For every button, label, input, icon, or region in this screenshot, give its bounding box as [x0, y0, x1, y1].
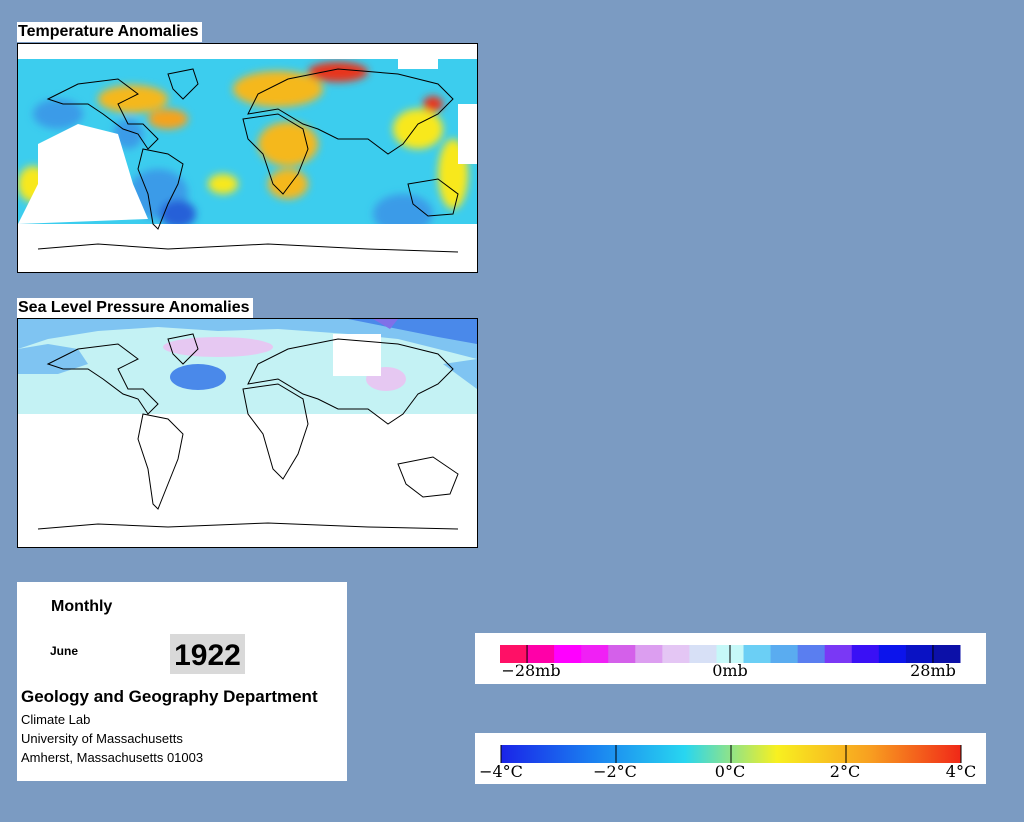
- pressure-colorbar-step: [608, 645, 636, 663]
- pressure-colorbar-step: [851, 645, 880, 663]
- coastline-eurasia: [247, 68, 454, 155]
- pressure-map-title: Sea Level Pressure Anomalies: [17, 298, 253, 318]
- address: Amherst, Massachusetts 01003: [21, 750, 204, 765]
- pressure-colorbar-step: [635, 645, 663, 663]
- pressure-legend-zero: 0mb: [712, 661, 748, 680]
- anomaly-warm-southern-africa: [268, 169, 308, 199]
- pressure-legend: −28mb 0mb 28mb: [475, 633, 986, 684]
- pressure-colorbar-step: [932, 645, 961, 663]
- temperature-legend-minus2: −2°C: [593, 762, 637, 781]
- missing-data-north-pacific: [458, 104, 477, 164]
- anomaly-warm-north-africa: [258, 122, 318, 166]
- coastline-antarctica: [37, 522, 459, 530]
- pressure-high-pole: [373, 319, 398, 329]
- pressure-high-north-america: [18, 344, 88, 374]
- pressure-high-arctic: [348, 319, 477, 344]
- pressure-colorbar-step: [554, 645, 582, 663]
- pressure-colorbar-step: [581, 645, 609, 663]
- anomaly-warm-europe: [233, 71, 323, 107]
- frequency-label: Monthly: [51, 598, 113, 615]
- pressure-colorbar-step: [662, 645, 690, 663]
- coastline-north-america: [46, 343, 159, 415]
- missing-data-antarctic: [18, 224, 477, 272]
- coastline-africa: [242, 113, 309, 195]
- pressure-colorbar-step: [743, 645, 772, 663]
- coastline-australia: [407, 178, 459, 217]
- pressure-colorbar-step: [500, 645, 528, 663]
- year-label: 1922: [170, 634, 245, 674]
- anomaly-warm-east-north-america: [148, 109, 188, 129]
- temperature-legend-minus4: −4°C: [479, 762, 523, 781]
- coastline-eurasia: [247, 338, 454, 425]
- pressure-colorbar-step: [770, 645, 799, 663]
- temperature-anomaly-map: [17, 43, 478, 273]
- temperature-coastlines: [37, 68, 459, 253]
- coastline-south-america: [137, 148, 184, 230]
- pressure-high-north-pacific: [18, 319, 477, 359]
- pressure-colorbar-step: [797, 645, 826, 663]
- temperature-colorbar: [500, 745, 962, 763]
- temperature-legend-plus2: 2°C: [829, 762, 861, 781]
- coastline-south-america: [137, 413, 184, 510]
- department-name: Geology and Geography Department: [21, 687, 318, 706]
- coastline-north-america: [46, 78, 159, 150]
- missing-data-arctic: [18, 44, 477, 59]
- pressure-colorbar: [500, 645, 961, 663]
- anomaly-warm-north-america: [98, 85, 168, 113]
- lab-name: Climate Lab: [21, 712, 91, 727]
- pressure-colorbar-step: [878, 645, 907, 663]
- missing-data-arctic-east: [398, 59, 438, 69]
- temperature-legend-zero: 0°C: [714, 762, 746, 781]
- pressure-colorbar-step: [527, 645, 555, 663]
- pressure-low-europe: [163, 337, 273, 357]
- coastline-greenland: [167, 333, 199, 365]
- temperature-legend: −4°C −2°C 0°C 2°C 4°C: [475, 733, 986, 784]
- sea-level-pressure-map: [17, 318, 478, 548]
- pressure-high-atlantic: [170, 364, 226, 390]
- pressure-colorbar-step: [905, 645, 934, 663]
- pressure-missing-data-south: [18, 414, 477, 547]
- coastline-africa: [242, 383, 309, 480]
- month-label: June: [50, 644, 79, 658]
- pressure-colorbar-step: [824, 645, 853, 663]
- temperature-legend-plus4: 4°C: [945, 762, 977, 781]
- pressure-field: [18, 319, 477, 547]
- pressure-coastlines: [37, 333, 459, 530]
- university-name: University of Massachusetts: [21, 731, 183, 746]
- anomaly-hot-kamchatka: [423, 96, 443, 112]
- anomaly-cool-north-pacific: [33, 99, 83, 129]
- anomaly-warm-asia: [393, 109, 443, 149]
- info-panel: Monthly June 1922 Geology and Geography …: [17, 582, 347, 781]
- coastline-antarctica: [37, 243, 459, 253]
- pressure-legend-min: −28mb: [501, 661, 561, 680]
- temperature-map-title: Temperature Anomalies: [17, 22, 202, 42]
- pressure-high-pacific: [443, 359, 477, 389]
- missing-data-south-pacific: [18, 124, 148, 224]
- anomaly-hot-siberia: [308, 62, 368, 82]
- pressure-legend-max: 28mb: [910, 661, 956, 680]
- anomaly-cool-south-america: [160, 200, 196, 228]
- coastline-greenland: [167, 68, 199, 100]
- anomaly-warm-south-atlantic: [208, 174, 238, 194]
- pressure-colorbar-step: [689, 645, 717, 663]
- temperature-missing-data: [18, 44, 477, 272]
- coastline-australia: [397, 456, 459, 498]
